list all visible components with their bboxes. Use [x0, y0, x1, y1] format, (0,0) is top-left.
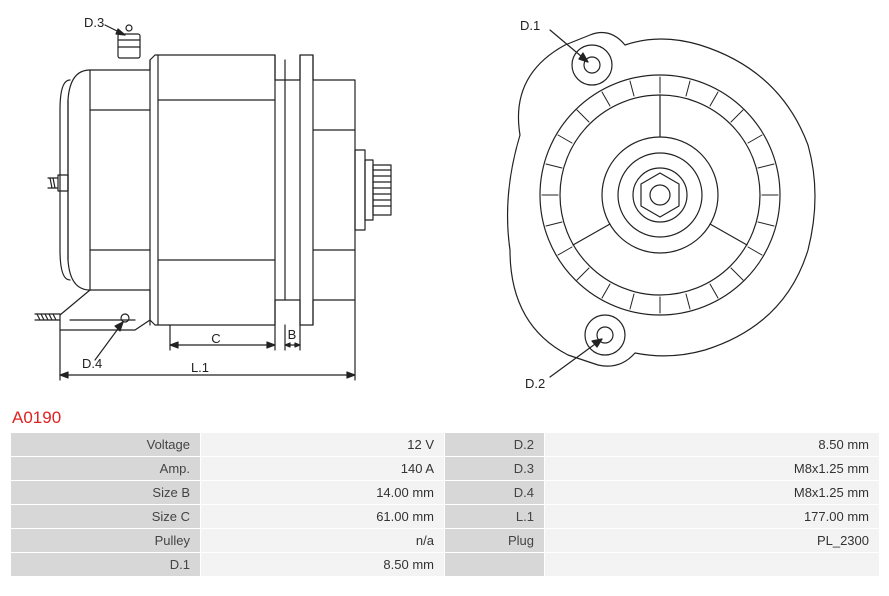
- spec-value: PL_2300: [545, 529, 880, 553]
- label-d1: D.1: [520, 18, 540, 33]
- spec-value: M8x1.25 mm: [545, 457, 880, 481]
- label-l1: L.1: [191, 360, 209, 375]
- part-number: A0190: [12, 408, 61, 428]
- technical-drawing: D.3 D.4 C B L.1 D.1 D.2: [0, 0, 889, 400]
- spec-value: 140 A: [201, 457, 445, 481]
- spec-label: D.2: [445, 433, 545, 457]
- spec-value: 14.00 mm: [201, 481, 445, 505]
- table-row: Voltage12 VD.28.50 mm: [11, 433, 880, 457]
- table-row: D.18.50 mm: [11, 553, 880, 577]
- spec-table-body: Voltage12 VD.28.50 mmAmp.140 AD.3M8x1.25…: [11, 433, 880, 577]
- spec-label: Size C: [11, 505, 201, 529]
- spec-value: [545, 553, 880, 577]
- spec-label: Voltage: [11, 433, 201, 457]
- spec-label: [445, 553, 545, 577]
- spec-label: D.1: [11, 553, 201, 577]
- spec-value: 177.00 mm: [545, 505, 880, 529]
- spec-label: L.1: [445, 505, 545, 529]
- drawing-svg: D.3 D.4 C B L.1 D.1 D.2: [0, 0, 889, 400]
- spec-value: 12 V: [201, 433, 445, 457]
- spec-value: M8x1.25 mm: [545, 481, 880, 505]
- spec-value: 8.50 mm: [201, 553, 445, 577]
- table-row: Size C61.00 mmL.1177.00 mm: [11, 505, 880, 529]
- table-row: Amp.140 AD.3M8x1.25 mm: [11, 457, 880, 481]
- spec-value: 8.50 mm: [545, 433, 880, 457]
- table-row: Pulleyn/aPlugPL_2300: [11, 529, 880, 553]
- label-d4: D.4: [82, 356, 102, 371]
- spec-value: n/a: [201, 529, 445, 553]
- spec-label: D.3: [445, 457, 545, 481]
- spec-value: 61.00 mm: [201, 505, 445, 529]
- spec-label: Pulley: [11, 529, 201, 553]
- spec-label: Amp.: [11, 457, 201, 481]
- spec-label: Plug: [445, 529, 545, 553]
- label-d2: D.2: [525, 376, 545, 391]
- label-b: B: [288, 327, 297, 342]
- label-d3: D.3: [84, 15, 104, 30]
- label-c: C: [211, 331, 220, 346]
- spec-table: Voltage12 VD.28.50 mmAmp.140 AD.3M8x1.25…: [10, 432, 880, 577]
- spec-label: D.4: [445, 481, 545, 505]
- spec-label: Size B: [11, 481, 201, 505]
- table-row: Size B14.00 mmD.4M8x1.25 mm: [11, 481, 880, 505]
